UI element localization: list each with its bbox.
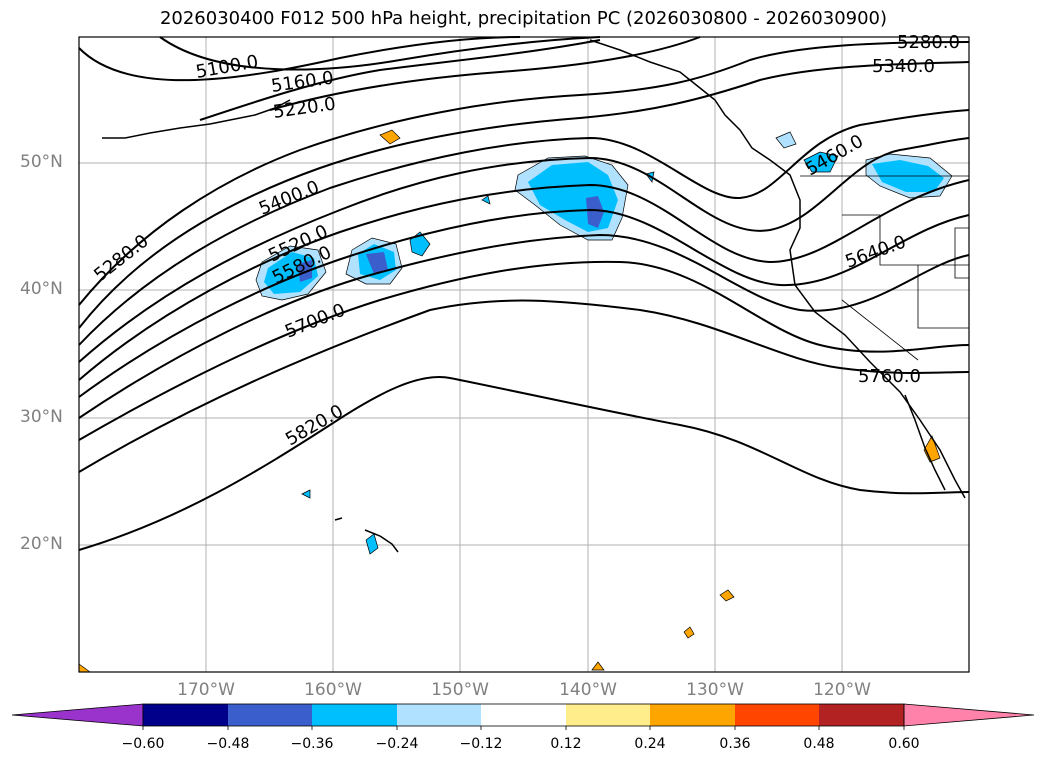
lon-label-160w: 160°W (304, 680, 362, 700)
coastline-hawaii (364, 529, 399, 553)
colorbar-bin-8 (735, 704, 819, 726)
lat-label-50n: 50°N (20, 152, 63, 172)
lat-label-30n: 30°N (20, 407, 63, 427)
map-frame (78, 36, 970, 673)
contour-label-5340: 5340.0 (872, 56, 935, 77)
contour-5700 (78, 260, 970, 441)
precip-max-140w (586, 196, 604, 228)
contour-5580 (78, 208, 970, 398)
contour-5220 (269, 36, 701, 111)
colorbar-bin-1 (143, 704, 228, 726)
colorbar-tick-label: −0.24 (375, 736, 419, 752)
precip-area-hawaii (365, 533, 379, 555)
colorbar (11, 703, 1035, 730)
colorbar-tick-label: 0.36 (719, 736, 751, 752)
lat-label-40n: 40°N (20, 279, 63, 299)
precip-area-148w (481, 195, 491, 205)
lon-label-150w: 150°W (431, 680, 489, 700)
lon-label-130w: 130°W (686, 680, 744, 700)
coastline-baja (904, 394, 946, 491)
border-states-1 (842, 214, 969, 266)
colorbar-bin-2 (228, 704, 312, 726)
coastline-aleutians (102, 99, 291, 139)
colorbar-extend-low (11, 703, 144, 727)
contour-5100 (78, 36, 521, 82)
precip-area-124w (803, 151, 839, 173)
precip-max-163w (298, 260, 312, 282)
lat-label-20n: 20°N (20, 534, 63, 554)
colorbar-tick-label: 0.48 (803, 736, 835, 752)
coastlines (102, 39, 966, 553)
colorbar-bin-5 (481, 704, 566, 726)
colorbar-bin-3 (312, 704, 397, 726)
contour-5280 (78, 41, 970, 306)
map-title: 2026030400 F012 500 hPa height, precipit… (159, 8, 888, 29)
border-states-2 (917, 265, 969, 329)
contour-5820 (78, 376, 970, 551)
contour-label-5760: 5760.0 (858, 366, 921, 387)
colorbar-bin-7 (650, 704, 735, 726)
precip-positive-139w (591, 661, 605, 671)
colorbar-outline (142, 703, 905, 727)
height-contours (78, 36, 970, 551)
colorbar-bin-6 (566, 704, 650, 726)
colorbar-bin-9 (819, 704, 904, 726)
contour-label-5280-east: 5280.0 (897, 32, 960, 53)
coastline-north-america (589, 39, 966, 499)
contour-5340 (78, 61, 970, 329)
colorbar-tick-label: 0.12 (550, 736, 582, 752)
colorbar-tick-label: 0.24 (634, 736, 666, 752)
precip-max-157w (366, 252, 388, 274)
colorbar-tick-label: 0.60 (888, 736, 920, 752)
map-area (79, 37, 969, 672)
lon-label-140w: 140°W (559, 680, 617, 700)
precip-positive-155w (379, 129, 401, 145)
lon-label-120w: 120°W (813, 680, 871, 700)
colorbar-bin-4 (397, 704, 481, 726)
colorbar-extend-high (903, 703, 1035, 727)
colorbar-tick-marks (142, 726, 905, 730)
contour-5520 (78, 179, 970, 381)
precip-area-162w (301, 489, 311, 499)
colorbar-tick-label: −0.60 (121, 736, 165, 752)
contour-5160-a (159, 36, 601, 71)
precip-area-153w (409, 231, 431, 257)
contour-5760 (78, 299, 970, 473)
contour-5160-b (199, 39, 601, 121)
colorbar-tick-label: −0.12 (459, 736, 503, 752)
colorbar-tick-label: −0.36 (290, 736, 334, 752)
precip-positive-132w (683, 626, 695, 639)
precip-positive-129w (719, 589, 735, 602)
contour-5400 (78, 109, 970, 346)
lon-label-170w: 170°W (177, 680, 235, 700)
colorbar-tick-label: −0.48 (206, 736, 250, 752)
contour-5460 (78, 137, 970, 363)
coastline-kauai (334, 517, 343, 521)
contour-5640 (78, 233, 970, 419)
precip-area-127w (775, 131, 797, 149)
